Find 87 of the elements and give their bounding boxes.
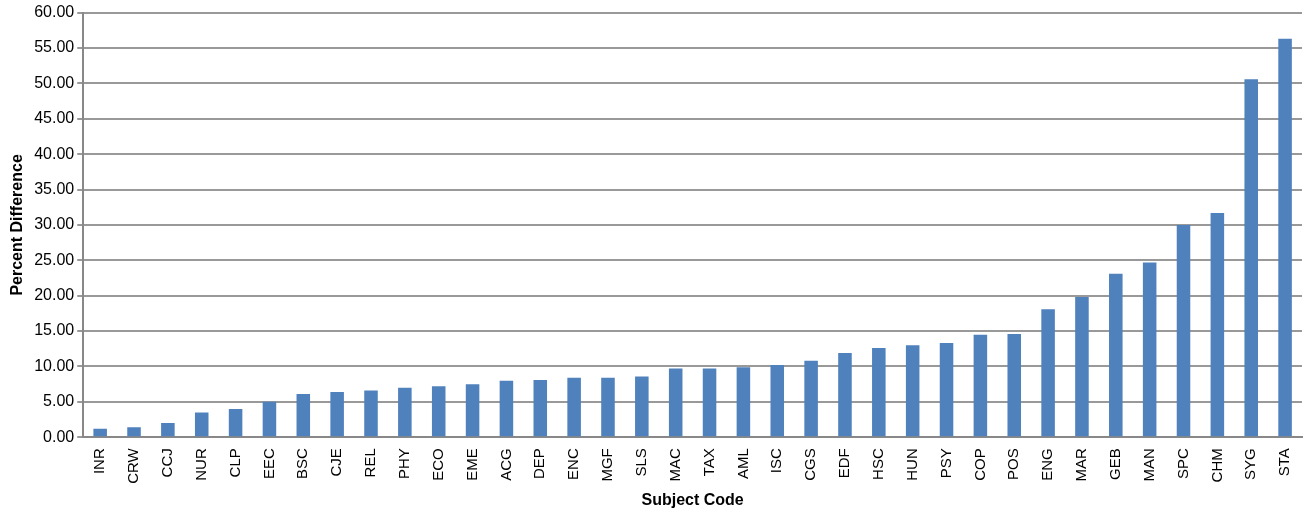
- bar: [1041, 309, 1055, 437]
- bar: [262, 401, 277, 437]
- x-tick-label: POS: [1004, 448, 1022, 480]
- bar: [228, 408, 243, 437]
- x-tick-label: INR: [90, 448, 108, 475]
- bar: [533, 379, 548, 437]
- bar: [872, 348, 886, 437]
- bar: [1244, 79, 1258, 437]
- x-tick-label: MAC: [665, 448, 683, 482]
- bar: [1075, 297, 1089, 437]
- x-tick-label: EEC: [259, 448, 277, 480]
- x-tick-label: HUN: [902, 448, 920, 481]
- x-tick-label: CHM: [1207, 448, 1225, 483]
- y-tick-label: 0.00: [43, 427, 75, 445]
- y-axis-title: Percent Difference: [8, 154, 26, 296]
- y-tick-label: 15.00: [34, 321, 75, 339]
- x-tick-label: HSC: [868, 448, 886, 480]
- x-tick-label: BSC: [293, 448, 311, 480]
- bar: [1176, 224, 1191, 437]
- bar: [127, 427, 141, 437]
- y-tick-label: 45.00: [34, 109, 75, 127]
- x-tick-label: SYG: [1241, 448, 1259, 480]
- bar: [567, 377, 581, 437]
- y-tick-label: 30.00: [34, 215, 75, 233]
- bar: [838, 353, 852, 437]
- bar: [1142, 262, 1157, 437]
- x-tick-label: CJE: [327, 448, 345, 477]
- bar: [973, 334, 988, 437]
- y-tick-label: 50.00: [34, 73, 75, 91]
- y-tick-label: 20.00: [34, 286, 75, 304]
- bar: [431, 386, 446, 437]
- x-tick-label: TAX: [699, 448, 717, 477]
- y-tick-label: 25.00: [34, 250, 75, 268]
- x-tick-label: ENG: [1038, 448, 1056, 481]
- x-tick-label: GEB: [1105, 448, 1123, 480]
- x-tick-label: ECO: [428, 448, 446, 481]
- bar: [364, 390, 378, 437]
- x-tick-label: ACG: [496, 448, 514, 481]
- bar: [499, 380, 514, 437]
- x-tick-label: ENC: [564, 448, 582, 480]
- x-tick-label: CCJ: [158, 448, 176, 478]
- x-tick-label: NUR: [191, 448, 209, 481]
- x-tick-label: CRW: [124, 447, 142, 484]
- x-tick-label: CGS: [801, 448, 819, 481]
- bar: [398, 387, 412, 437]
- x-axis-title: Subject Code: [641, 490, 744, 508]
- bar: [161, 423, 175, 437]
- bar: [1007, 333, 1022, 437]
- bar: [330, 391, 344, 437]
- bar: [194, 412, 209, 437]
- y-tick-label: 35.00: [34, 179, 75, 197]
- x-tick-label: COP: [970, 448, 988, 481]
- x-tick-label: CLP: [225, 448, 243, 478]
- bar: [939, 343, 954, 437]
- x-tick-label: AML: [733, 448, 751, 480]
- x-tick-label: STA: [1275, 448, 1293, 477]
- bar: [1109, 273, 1123, 437]
- y-tick-label: 60.00: [34, 3, 75, 21]
- bar: [668, 368, 683, 437]
- bar: [1210, 212, 1225, 437]
- bar: [770, 365, 785, 437]
- y-tick-label: 55.00: [34, 38, 75, 56]
- bar: [635, 376, 649, 437]
- x-tick-label: DEP: [530, 448, 548, 480]
- bar: [905, 345, 920, 437]
- x-tick-label: PSY: [936, 448, 954, 479]
- x-tick-label: REL: [361, 448, 379, 478]
- y-tick-label: 5.00: [43, 392, 75, 410]
- x-tick-label: SLS: [631, 448, 649, 477]
- bar: [601, 377, 615, 437]
- x-tick-label: MAN: [1139, 448, 1157, 482]
- y-tick-label: 40.00: [34, 144, 75, 162]
- bar: [465, 384, 480, 437]
- bar: [804, 360, 818, 437]
- x-tick-label: MAR: [1072, 448, 1090, 482]
- bar: [1278, 38, 1292, 437]
- bar: [93, 428, 107, 437]
- y-tick-label: 10.00: [34, 356, 75, 374]
- bar: [702, 368, 717, 437]
- bar: [296, 394, 311, 437]
- x-tick-label: ISC: [767, 448, 785, 474]
- x-tick-label: EME: [462, 448, 480, 481]
- x-tick-label: EDF: [835, 448, 853, 479]
- x-tick-label: MGF: [598, 448, 616, 482]
- bar: [736, 367, 751, 437]
- x-tick-label: PHY: [395, 448, 412, 480]
- x-tick-label: SPC: [1173, 448, 1191, 480]
